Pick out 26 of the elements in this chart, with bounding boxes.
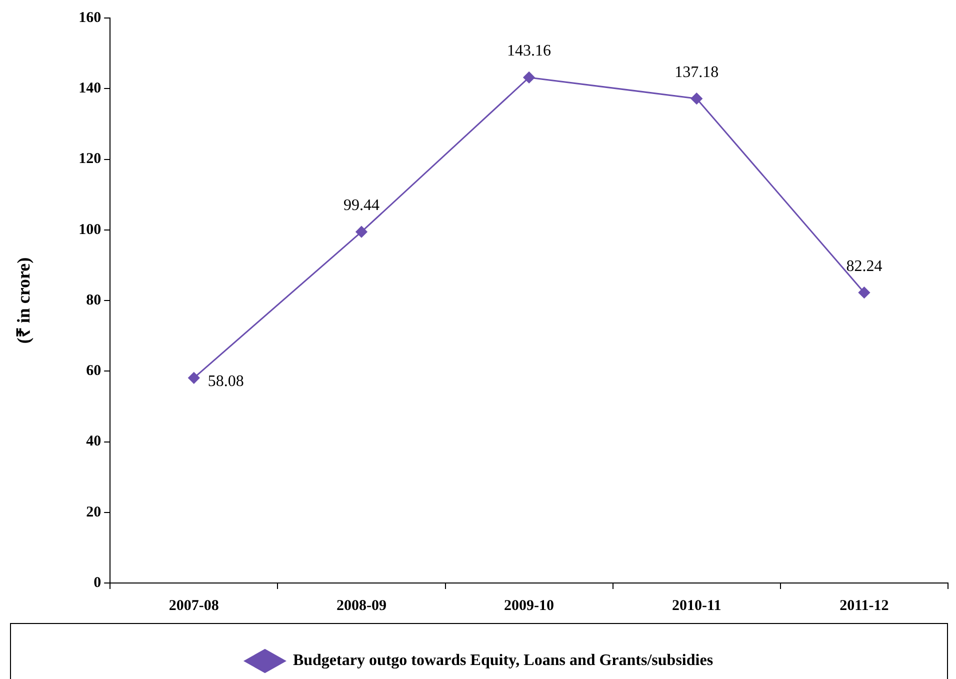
y-tick-label: 40 [86, 434, 102, 450]
legend-label: Budgetary outgo towards Equity, Loans and Grants/subsidies [292, 652, 714, 670]
y-tick-label: 20 [86, 504, 102, 520]
y-axis-title: (₹ in crore) [13, 257, 34, 344]
point [523, 72, 535, 84]
data-label: 82.24 [846, 258, 882, 275]
y-tick-label: 0 [94, 574, 102, 591]
data-label: 137.18 [674, 64, 719, 81]
point [858, 286, 870, 298]
x-tick-label: 2011-12 [840, 598, 889, 614]
x-tick-label: 2008-09 [336, 598, 386, 614]
x-tick-label: 2009-10 [504, 598, 554, 614]
point [690, 92, 702, 104]
y-tick-label: 80 [86, 292, 102, 308]
y-tick-label: 100 [78, 222, 102, 238]
y-tick-label: 140 [78, 80, 102, 96]
data-label: 58.08 [208, 373, 244, 390]
data-label: 143.16 [507, 42, 552, 60]
data-label: 99.44 [343, 197, 380, 214]
y-tick-label: 120 [78, 151, 102, 168]
x-tick-label: 2007-08 [168, 598, 219, 614]
x-tick-label: 2010-11 [672, 598, 722, 614]
point [356, 226, 368, 238]
y-tick-label: 160 [78, 10, 102, 26]
y-tick-label: 60 [86, 363, 102, 379]
point [188, 372, 200, 384]
